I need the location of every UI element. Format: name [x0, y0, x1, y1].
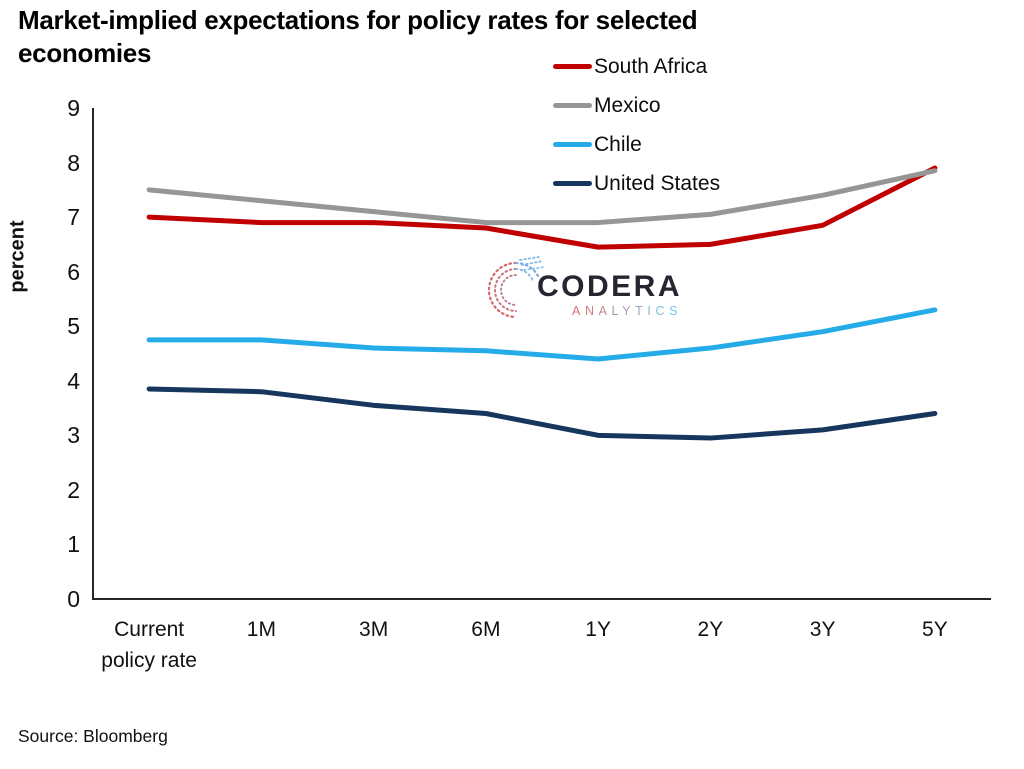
y-tick-3: 3	[67, 422, 80, 449]
y-tick-1: 1	[67, 531, 80, 558]
codera-subtitle-letter: I	[647, 304, 656, 318]
codera-subtitle-letter: L	[611, 304, 623, 318]
series-line-chile	[146, 307, 938, 362]
codera-logo-icon	[487, 256, 545, 319]
x-tick-3y: 3Y	[809, 618, 836, 641]
y-tick-6: 6	[67, 258, 80, 285]
legend-swatch-chile	[553, 142, 592, 147]
x-tick-6m: 6M	[471, 618, 501, 641]
y-tick-7: 7	[67, 204, 80, 231]
axis-lines	[92, 108, 991, 600]
x-tick-current-policy-rate: Current policy rate	[101, 618, 197, 672]
y-tick-4: 4	[67, 367, 80, 394]
codera-subtitle-letter: C	[655, 304, 670, 318]
codera-subtitle-letter: T	[635, 304, 648, 318]
codera-subtitle-letter: A	[598, 304, 612, 318]
legend-label: South Africa	[594, 54, 708, 78]
codera-subtitle-letter: A	[572, 304, 585, 318]
legend-item-chile: Chile	[553, 125, 720, 164]
legend-item-mexico: Mexico	[553, 86, 720, 125]
chart-title: Market-implied expectations for policy r…	[18, 5, 698, 68]
y-tick-5: 5	[67, 313, 80, 340]
chart-legend: South Africa Mexico Chile United States	[553, 47, 720, 203]
legend-label: Mexico	[594, 93, 661, 117]
series-line-south-africa	[146, 165, 938, 250]
x-tick-5y: 5Y	[922, 618, 948, 641]
codera-watermark: CODERA ANALYTICS	[487, 256, 682, 322]
legend-label: United States	[594, 171, 721, 195]
y-tick-9: 9	[67, 95, 80, 121]
codera-subtitle-letter: Y	[622, 304, 636, 318]
y-tick-2: 2	[67, 476, 80, 503]
x-tick-3m: 3M	[359, 618, 389, 641]
legend-swatch-mexico	[553, 103, 592, 108]
codera-logo-name: CODERA	[537, 270, 683, 303]
legend-label: Chile	[594, 132, 642, 156]
codera-logo-subtitle: ANALYTICS	[572, 304, 682, 319]
y-tick-0: 0	[67, 586, 80, 612]
codera-logo-text: CODERA ANALYTICS	[537, 272, 682, 319]
codera-subtitle-letter: N	[584, 304, 599, 318]
legend-swatch-united-states	[553, 181, 592, 186]
series-line-mexico	[146, 168, 938, 226]
legend-item-united-states: United States	[553, 164, 720, 203]
source-note: Source: Bloomberg	[18, 726, 168, 746]
legend-item-south-africa: South Africa	[553, 47, 720, 86]
x-tick-2y: 2Y	[697, 618, 724, 641]
codera-subtitle-letter: S	[669, 304, 683, 318]
x-tick-1y: 1Y	[585, 618, 611, 641]
x-tick-1m: 1M	[246, 618, 276, 641]
y-tick-8: 8	[67, 149, 80, 176]
legend-swatch-south-africa	[553, 64, 592, 69]
series-line-united-states	[146, 386, 938, 441]
